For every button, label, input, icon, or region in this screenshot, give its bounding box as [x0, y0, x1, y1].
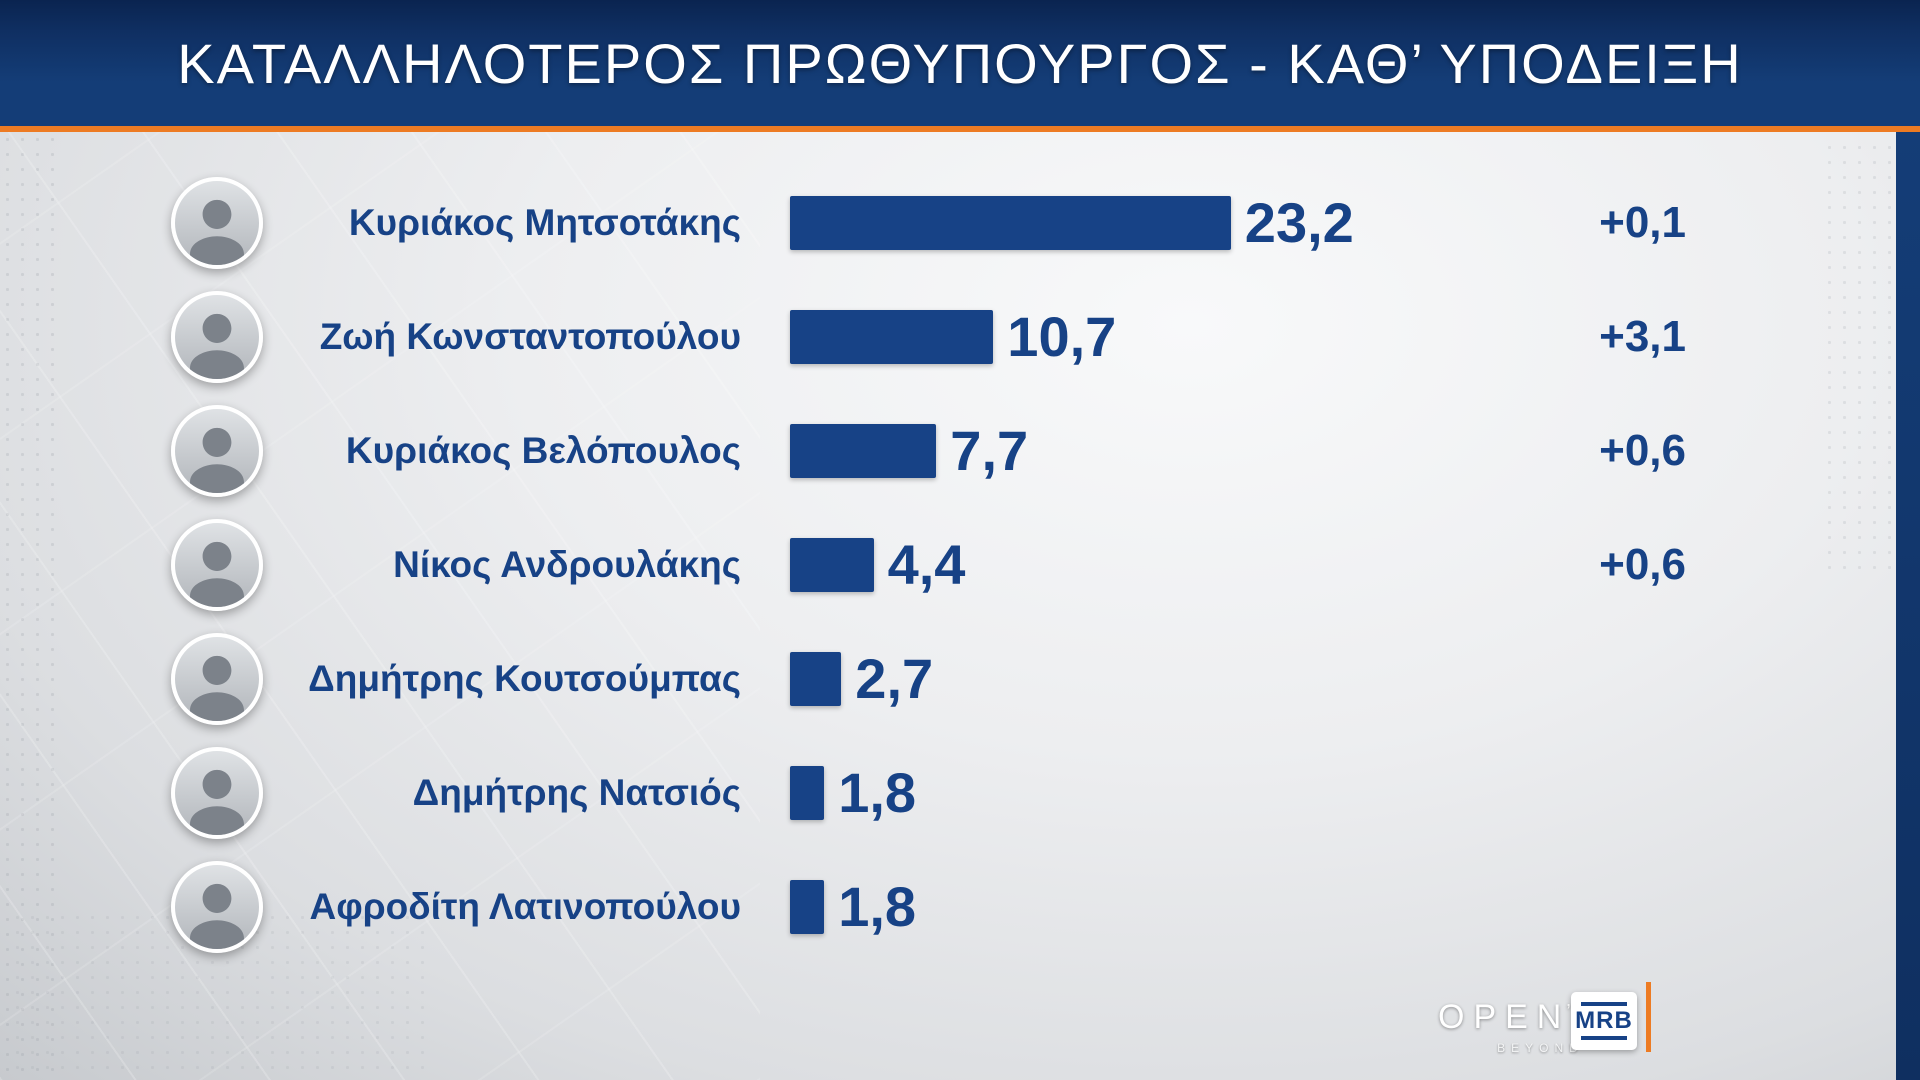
mrb-pollster-logo: MRB	[1571, 992, 1637, 1050]
change-label: +0,1	[1599, 198, 1686, 247]
header-bar: ΚΑΤΑΛΛΗΛΟΤΕΡΟΣ ΠΡΩΘΥΠΟΥΡΓΟΣ - ΚΑΘ’ ΥΠΟΔΕ…	[0, 0, 1920, 126]
candidate-name: Δημήτρης Κουτσούμπας	[308, 658, 741, 699]
chart-row: Κυριάκος Μητσοτάκης 23,2 +0,1	[0, 166, 1896, 280]
bar-chart: Κυριάκος Μητσοτάκης 23,2 +0,1 Ζωή Κωνστα…	[0, 166, 1896, 964]
open-logo-text: OPEN	[1438, 998, 1584, 1037]
mrb-logo-text: MRB	[1575, 1007, 1633, 1034]
bar	[790, 424, 937, 478]
chart-row: Δημήτρης Νατσιός 1,8	[0, 736, 1896, 850]
orange-accent-bar	[1646, 982, 1651, 1052]
value-label: 2,7	[855, 647, 934, 710]
bar	[790, 880, 825, 934]
candidate-name: Αφροδίτη Λατινοπούλου	[309, 886, 741, 927]
candidate-name: Νίκος Ανδρουλάκης	[393, 544, 741, 585]
avatar	[171, 519, 263, 611]
avatar	[171, 861, 263, 953]
bar	[790, 310, 994, 364]
chart-row: Νίκος Ανδρουλάκης 4,4 +0,6	[0, 508, 1896, 622]
person-silhouette-icon	[190, 313, 244, 379]
mrb-logo-line-top	[1581, 1002, 1627, 1006]
chart-title: ΚΑΤΑΛΛΗΛΟΤΕΡΟΣ ΠΡΩΘΥΠΟΥΡΓΟΣ - ΚΑΘ’ ΥΠΟΔΕ…	[177, 31, 1743, 95]
person-silhouette-icon	[190, 541, 244, 607]
avatar	[171, 633, 263, 725]
value-label: 4,4	[887, 533, 966, 596]
value-label: 1,8	[838, 875, 917, 938]
value-label: 7,7	[950, 419, 1029, 482]
candidate-name: Ζωή Κωνσταντοπούλου	[319, 316, 741, 357]
bar	[790, 652, 842, 706]
right-edge-strip	[1896, 132, 1920, 1080]
value-label: 1,8	[838, 761, 917, 824]
change-label: +0,6	[1599, 540, 1686, 589]
mrb-logo-line-bottom	[1581, 1036, 1627, 1040]
chart-row: Κυριάκος Βελόπουλος 7,7 +0,6	[0, 394, 1896, 508]
orange-divider	[0, 126, 1920, 132]
chart-row: Δημήτρης Κουτσούμπας 2,7	[0, 622, 1896, 736]
candidate-name: Δημήτρης Νατσιός	[412, 772, 741, 813]
person-silhouette-icon	[190, 427, 244, 493]
change-label: +0,6	[1599, 426, 1686, 475]
person-silhouette-icon	[190, 769, 244, 835]
chart-row: Ζωή Κωνσταντοπούλου 10,7 +3,1	[0, 280, 1896, 394]
avatar	[171, 747, 263, 839]
person-silhouette-icon	[190, 199, 244, 265]
person-silhouette-icon	[190, 655, 244, 721]
candidate-name: Κυριάκος Μητσοτάκης	[348, 202, 741, 243]
value-label: 23,2	[1244, 191, 1354, 254]
person-silhouette-icon	[190, 883, 244, 949]
avatar	[171, 291, 263, 383]
avatar	[171, 177, 263, 269]
candidate-name: Κυριάκος Βελόπουλος	[345, 430, 741, 471]
change-label: +3,1	[1599, 312, 1686, 361]
open-channel-logo: OPEN BEYOND	[1438, 998, 1584, 1055]
bar	[790, 538, 874, 592]
value-label: 10,7	[1007, 305, 1117, 368]
bar	[790, 196, 1231, 250]
avatar	[171, 405, 263, 497]
bar	[790, 766, 825, 820]
chart-row: Αφροδίτη Λατινοπούλου 1,8	[0, 850, 1896, 964]
open-logo-subtext: BEYOND	[1497, 1041, 1584, 1055]
